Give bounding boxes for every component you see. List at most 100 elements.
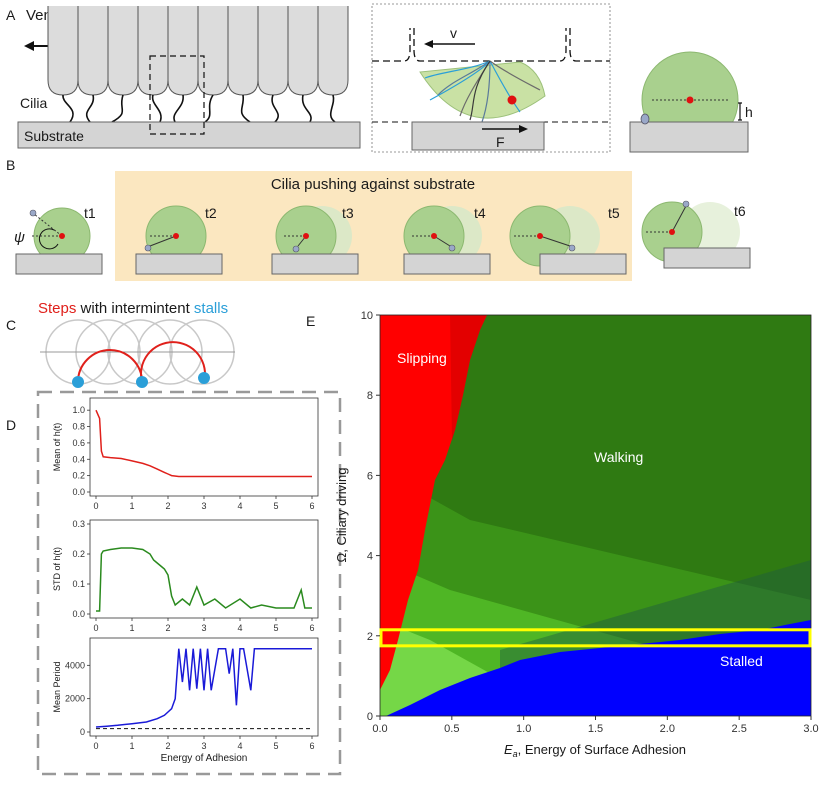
y-tick-label: 0.1 [72,579,85,589]
x-tick-label: 0 [93,623,98,633]
time-label-t3: t3 [342,205,354,221]
panel-a-letter: A [6,7,16,23]
frame-t4: t4 [403,205,491,275]
e-y-tick-label: 2 [367,631,373,643]
cilium-beat-traces [424,60,541,123]
e-x-tick-label: 2.0 [660,723,675,735]
frame-t5: t5 [509,205,627,275]
e-y-tick-label: 4 [367,551,373,563]
y-tick-label: 4000 [65,660,85,670]
e-x-tick-label: 0.0 [372,723,387,735]
x-tick-label: 6 [309,501,314,511]
x-tick-label: 2 [165,741,170,751]
subplot-3: 0 2000 4000 0 1 2 3 4 5 6 Mean Period Energy of Adh… [52,637,319,764]
series-line [96,547,312,612]
e-x-tick-label: 0.5 [444,723,459,735]
zoom-box [149,55,205,135]
panel-e-letter: E [306,313,315,329]
time-label-t1: t1 [84,205,96,221]
x-tick-label: 1 [129,741,134,751]
region-stalled [386,620,811,716]
height-label: h [745,104,753,120]
panel-d-frame [36,390,342,776]
y-axis-label: STD of h(t) [52,547,62,591]
y-tick-label: 0.0 [72,487,85,497]
y-axis-label: Mean of h(t) [52,423,62,472]
time-label-t5: t5 [608,205,620,221]
x-tick-label: 5 [273,741,278,751]
cilia [62,94,336,123]
e-xlabel: Ea, Energy of Surface Adhesion [504,742,686,759]
x-tick-label: 6 [309,741,314,751]
series-line [95,647,312,728]
subplot-1: 0.0 0.2 0.4 0.6 0.8 1.0 0 1 2 3 4 5 6 Mean of h(t) [52,397,319,511]
x-tick-label: 6 [309,623,314,633]
step-arcs [77,341,206,383]
x-tick-label: 1 [129,623,134,633]
panel-c-letter: C [6,317,16,333]
x-tick-label: 1 [129,501,134,511]
y-axis-label: Mean Period [52,661,62,712]
frame-t6: t6 [641,200,751,269]
panel-a: A Ventral cells [6,3,753,153]
banner-label: Cilia pushing against substrate [271,176,475,193]
x-tick-label: 0 [93,501,98,511]
title-mid: with intermintent [76,300,194,317]
velocity-label: v [450,25,457,41]
subplot-2: 0.0 0.1 0.2 0.3 0 1 2 3 4 5 6 STD of h(t) [52,519,319,633]
y-tick-label: 0.4 [72,454,85,464]
time-label-t6: t6 [734,203,746,219]
velocity-arrow [424,40,475,48]
height-schematic: h [629,51,753,153]
y-tick-label: 0.2 [72,471,85,481]
e-x-tick-label: 1.0 [516,723,531,735]
x-tick-label: 3 [201,623,206,633]
cilium-base-dot [507,95,517,105]
x-tick-label: 0 [93,741,98,751]
panel-c: C Steps with intermintent stalls [6,300,235,388]
force-arrow [482,125,528,133]
x-tick-label: 4 [237,623,242,633]
y-tick-label: 0.8 [72,422,85,432]
zoom-inset: v F [371,3,611,153]
stall-points [72,372,210,388]
e-y-tick-label: 8 [367,390,373,402]
e-x-tick-label: 3.0 [803,723,818,735]
x-tick-label: 5 [273,623,278,633]
substrate [17,121,361,149]
phase-diagram-axes: 0.0 0.5 1.0 1.5 2.0 2.5 3.0 0 2 4 6 8 10 [361,310,819,735]
panel-b: B Cilia pushing against substrate ψ t1 t… [6,157,751,281]
force-label: F [496,134,505,150]
time-label-t2: t2 [205,205,217,221]
cilium-sweep-area [419,61,546,119]
panel-c-title: Steps with intermintent stalls [38,300,228,317]
e-x-tick-label: 1.5 [588,723,603,735]
cilia-label: Cilia [20,95,47,111]
region-label-stalled: Stalled [720,653,763,669]
x-tick-label: 5 [273,501,278,511]
panel-e: E Slipping Walking Stalled 0.0 0.5 1.0 1.5 2… [306,310,819,759]
panel-b-letter: B [6,157,15,173]
x-tick-label: 3 [201,741,206,751]
y-tick-label: 0 [80,727,85,737]
subplot-frame [89,519,319,619]
frame-t2: t2 [135,205,223,275]
e-x-tick-label: 2.5 [732,723,747,735]
series-line [95,409,312,478]
y-tick-label: 0.0 [72,609,85,619]
x-axis-label: Energy of Adhesion [161,753,248,764]
y-tick-label: 0.6 [72,438,85,448]
x-tick-label: 2 [165,501,170,511]
x-tick-label: 2 [165,623,170,633]
frame-t1: ψ t1 [14,205,103,275]
y-tick-label: 0.2 [72,549,85,559]
highlight-band [379,628,812,648]
angle-label: ψ [14,229,25,246]
e-y-tick-label: 10 [361,310,373,322]
time-label-t4: t4 [474,205,486,221]
x-tick-label: 4 [237,741,242,751]
title-steps: Steps [38,300,76,317]
